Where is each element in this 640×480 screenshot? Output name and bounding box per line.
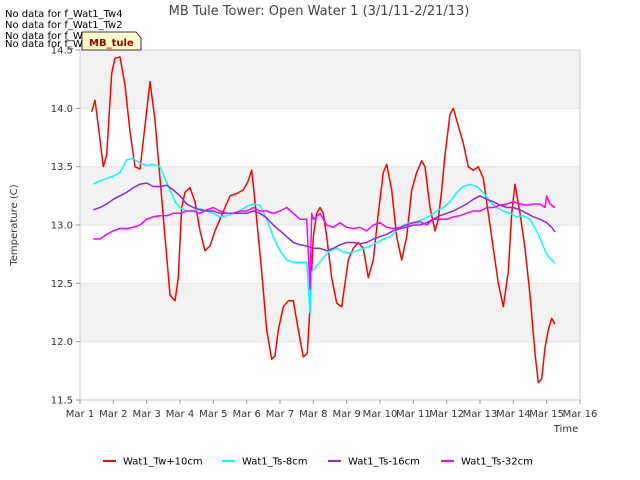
y-tick-label: 14.0: [51, 104, 73, 115]
no-data-message-3: No data for f_Wat1_Ts2: [5, 31, 120, 42]
x-tick-label: Mar 8: [299, 409, 327, 420]
legend-label: Wat1_Ts-8cm: [242, 457, 308, 468]
x-tick-label: Mar 1: [66, 409, 94, 420]
x-tick-label: Mar 7: [266, 409, 294, 420]
grid-band: [80, 108, 580, 167]
chart-title: MB Tule Tower: Open Water 1 (3/1/11-2/21…: [169, 4, 470, 19]
x-tick-label: Mar 14: [496, 409, 531, 420]
x-tick-label: Mar 9: [332, 409, 360, 420]
x-tick-label: Mar 12: [429, 409, 464, 420]
series-line-wat1-ts-16cm: [93, 182, 556, 252]
x-tick-label: Mar 6: [232, 409, 260, 420]
y-tick-label: 11.5: [51, 396, 73, 407]
plot-background: [80, 49, 580, 401]
grid-band: [80, 341, 580, 400]
series-line-wat1-tw-10cm: [90, 56, 556, 384]
no-data-message-2: No data for f_Wat1_Tw2: [5, 20, 123, 31]
legend-label: Wat1_Ts-16cm: [348, 457, 420, 468]
legend-label: Wat1_Ts-32cm: [461, 457, 533, 468]
x-tick-label: Mar 11: [396, 409, 431, 420]
no-data-message-4: No data for f_Wat1_Tw4: [5, 39, 123, 50]
tag-box: MB_tule: [81, 31, 142, 51]
x-tick-label: Mar 5: [199, 409, 227, 420]
y-tick-label: 13.0: [51, 221, 73, 232]
y-tick-label: 14.5: [51, 46, 73, 57]
y-tick-label: 12.5: [51, 279, 73, 290]
series-line-wat1-ts-8cm: [92, 157, 556, 314]
y-tick-label: 13.5: [51, 162, 73, 173]
grid-band: [80, 225, 580, 284]
legend: Wat1_Tw+10cm Wat1_Ts-8cm Wat1_Ts-16cm Wat1_…: [103, 457, 533, 468]
x-tick-label: Mar 2: [99, 409, 127, 420]
x-tick-label: Mar 10: [363, 409, 398, 420]
grid-band: [80, 50, 580, 109]
no-data-message-1: No data for f_Wat1_Tw4: [5, 9, 123, 20]
x-tick-label: Mar 16: [563, 409, 598, 420]
x-tick-label: Mar 15: [529, 409, 564, 420]
x-tick-label: Mar 13: [463, 409, 498, 420]
x-axis-label: Time: [553, 424, 578, 435]
x-tick-label: Mar 4: [166, 409, 194, 420]
series-line-wat1-ts-32cm: [93, 195, 556, 290]
x-tick-label: Mar 3: [132, 409, 160, 420]
tag-label: MB_tule: [89, 38, 134, 49]
grid-band: [80, 283, 580, 342]
y-axis-label: Temperature (C): [9, 184, 20, 266]
y-tick-label: 12.0: [51, 337, 73, 348]
legend-label: Wat1_Tw+10cm: [123, 457, 203, 468]
